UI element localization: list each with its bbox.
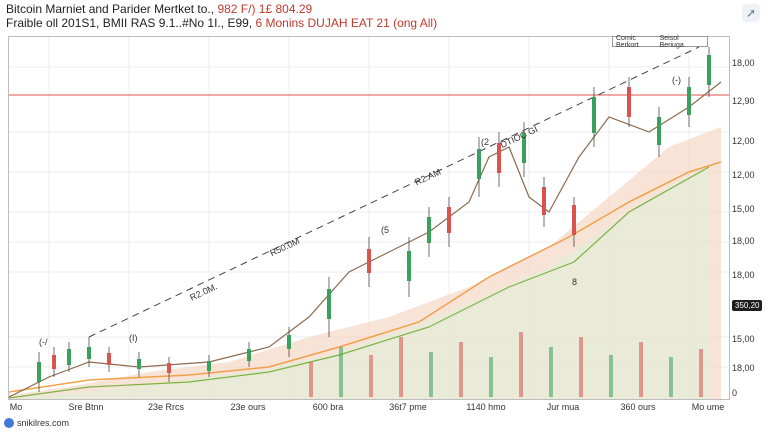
subtitle-text: Fraible oll 201S1, BMII RAS 9.1..#No 1I.…	[6, 16, 253, 30]
marker-1: (-/	[39, 337, 48, 347]
y-tick: 12,90	[732, 96, 755, 106]
legend-item-right: Seisol Beriuga	[659, 34, 684, 49]
x-tick: 23e ours	[230, 402, 266, 412]
x-tick: 1140 hmo	[466, 402, 506, 412]
y-tick: 15,00	[732, 204, 755, 214]
title-suffix: 982 F/) 1£ 804.29	[217, 2, 313, 16]
candles	[37, 47, 711, 392]
x-tick: 23e Rrcs	[147, 402, 185, 412]
x-tick: 600 bra	[312, 402, 344, 412]
marker-2: (I)	[129, 333, 138, 343]
x-tick: Mo ume	[691, 402, 725, 412]
legend: Comic Berkort Seisol Beriuga	[612, 34, 708, 49]
chart-title: Bitcoin Marniet and Parider Mertket to.,…	[6, 2, 312, 16]
title-text: Bitcoin Marniet and Parider Mertket to.,	[6, 2, 215, 16]
x-tick: Mo	[9, 402, 23, 412]
marker-4: (2	[481, 137, 490, 147]
green-area	[9, 167, 709, 399]
y-tick: 18,00	[732, 363, 755, 373]
subtitle-red-text: 6 Monins DUJAH EAT 21 (ong All)	[255, 16, 438, 30]
x-tick: Sre Btnn	[68, 402, 104, 412]
chart-subtitle: Fraible oll 201S1, BMII RAS 9.1..#No 1I.…	[6, 16, 437, 30]
dashed-trendline	[88, 46, 700, 338]
source-text: snikilres.com	[17, 418, 70, 428]
marker-5: (-)	[672, 75, 681, 85]
legend-item-left: Comic Berkort	[616, 34, 639, 49]
y-tick: 18,00	[732, 58, 755, 68]
y-tick: 18,00	[732, 236, 755, 246]
source-footer: snikilres.com	[4, 418, 69, 428]
share-icon[interactable]: ➚	[742, 4, 760, 22]
y-tick: 12,00	[732, 136, 755, 146]
x-axis: Mo Sre Btnn 23e Rrcs 23e ours 600 bra 36…	[8, 402, 728, 416]
chart-svg	[9, 37, 729, 399]
source-logo-icon	[4, 418, 14, 428]
plot-area: R2.0M. R50.0M R2.AM DTIOC GI (-/ (I) (5 …	[8, 36, 730, 400]
y-tick: 15,00	[732, 334, 755, 344]
y-tick: 18,00	[732, 270, 755, 280]
marker-3: (5	[381, 225, 390, 235]
x-tick: 360 ours	[620, 402, 656, 412]
y-tick: 12,00	[732, 170, 755, 180]
price-badge: 350,20	[732, 300, 763, 311]
orange-line	[9, 161, 722, 393]
x-tick: Jur mua	[546, 402, 580, 412]
y-tick: 0	[732, 388, 738, 398]
volume-bars	[309, 332, 703, 397]
y-axis: 18,00 12,90 12,00 12,00 15,00 18,00 18,0…	[732, 36, 768, 398]
marker-6: 8	[572, 277, 578, 287]
x-tick: 36t7 pme	[389, 402, 427, 412]
green-line	[9, 166, 710, 399]
